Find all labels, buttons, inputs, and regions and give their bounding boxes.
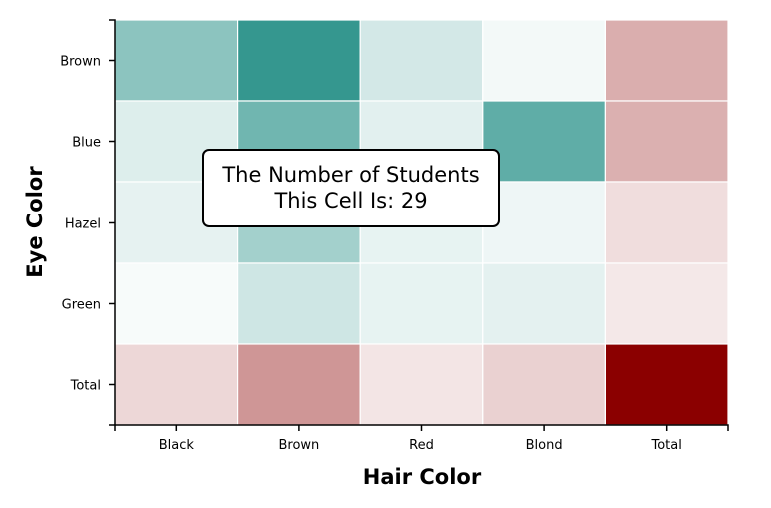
x-tick-label: Red — [409, 438, 434, 453]
heatmap-cell-blue-blond[interactable] — [482, 100, 606, 183]
x-tick-label: Blond — [526, 438, 563, 453]
y-axis: Brown Blue Hazel Green Total — [60, 19, 116, 426]
x-tick-label: Brown — [278, 438, 319, 453]
tooltip-line-1: The Number of Students — [222, 163, 480, 187]
heatmap-cell-hazel-total[interactable] — [604, 181, 729, 264]
heatmap-cell-total-total[interactable] — [604, 343, 729, 426]
heatmap-cell-blue-total[interactable] — [604, 100, 729, 183]
heatmap-cell-total-black[interactable] — [114, 343, 239, 426]
heatmap-cell-green-black[interactable] — [114, 262, 239, 345]
heatmap-cell-brown-blond[interactable] — [482, 19, 606, 102]
heatmap-cell-green-red[interactable] — [359, 262, 484, 345]
heatmap-cell-green-brown[interactable] — [237, 262, 361, 345]
y-tick-label: Total — [70, 379, 101, 394]
x-tick-label: Total — [651, 438, 682, 453]
y-tick-label: Hazel — [65, 217, 101, 232]
heatmap-cell-green-blond[interactable] — [482, 262, 606, 345]
heatmap-cell-green-total[interactable] — [604, 262, 729, 345]
heatmap-cell-total-brown[interactable] — [237, 343, 361, 426]
y-axis-title: Eye Color — [23, 166, 47, 278]
tooltip-line-2: This Cell Is: 29 — [274, 189, 428, 213]
y-tick-label: Green — [62, 298, 101, 313]
heatmap-cell-brown-brown[interactable] — [237, 19, 361, 102]
x-tick-label: Black — [159, 438, 195, 453]
heatmap-cell-brown-total[interactable] — [604, 19, 729, 102]
heatmap-cell-total-blond[interactable] — [482, 343, 606, 426]
y-tick-label: Blue — [72, 136, 101, 151]
y-tick-label: Brown — [60, 55, 101, 70]
heatmap-cell-brown-black[interactable] — [114, 19, 239, 102]
heatmap-cell-brown-red[interactable] — [359, 19, 484, 102]
heatmap-cell-hazel-blond[interactable] — [482, 181, 606, 264]
x-axis-title: Hair Color — [363, 465, 482, 489]
cell-tooltip: The Number of Students This Cell Is: 29 — [202, 149, 500, 227]
x-axis: Black Brown Red Blond Total — [114, 424, 729, 453]
heatmap-cell-total-red[interactable] — [359, 343, 484, 426]
